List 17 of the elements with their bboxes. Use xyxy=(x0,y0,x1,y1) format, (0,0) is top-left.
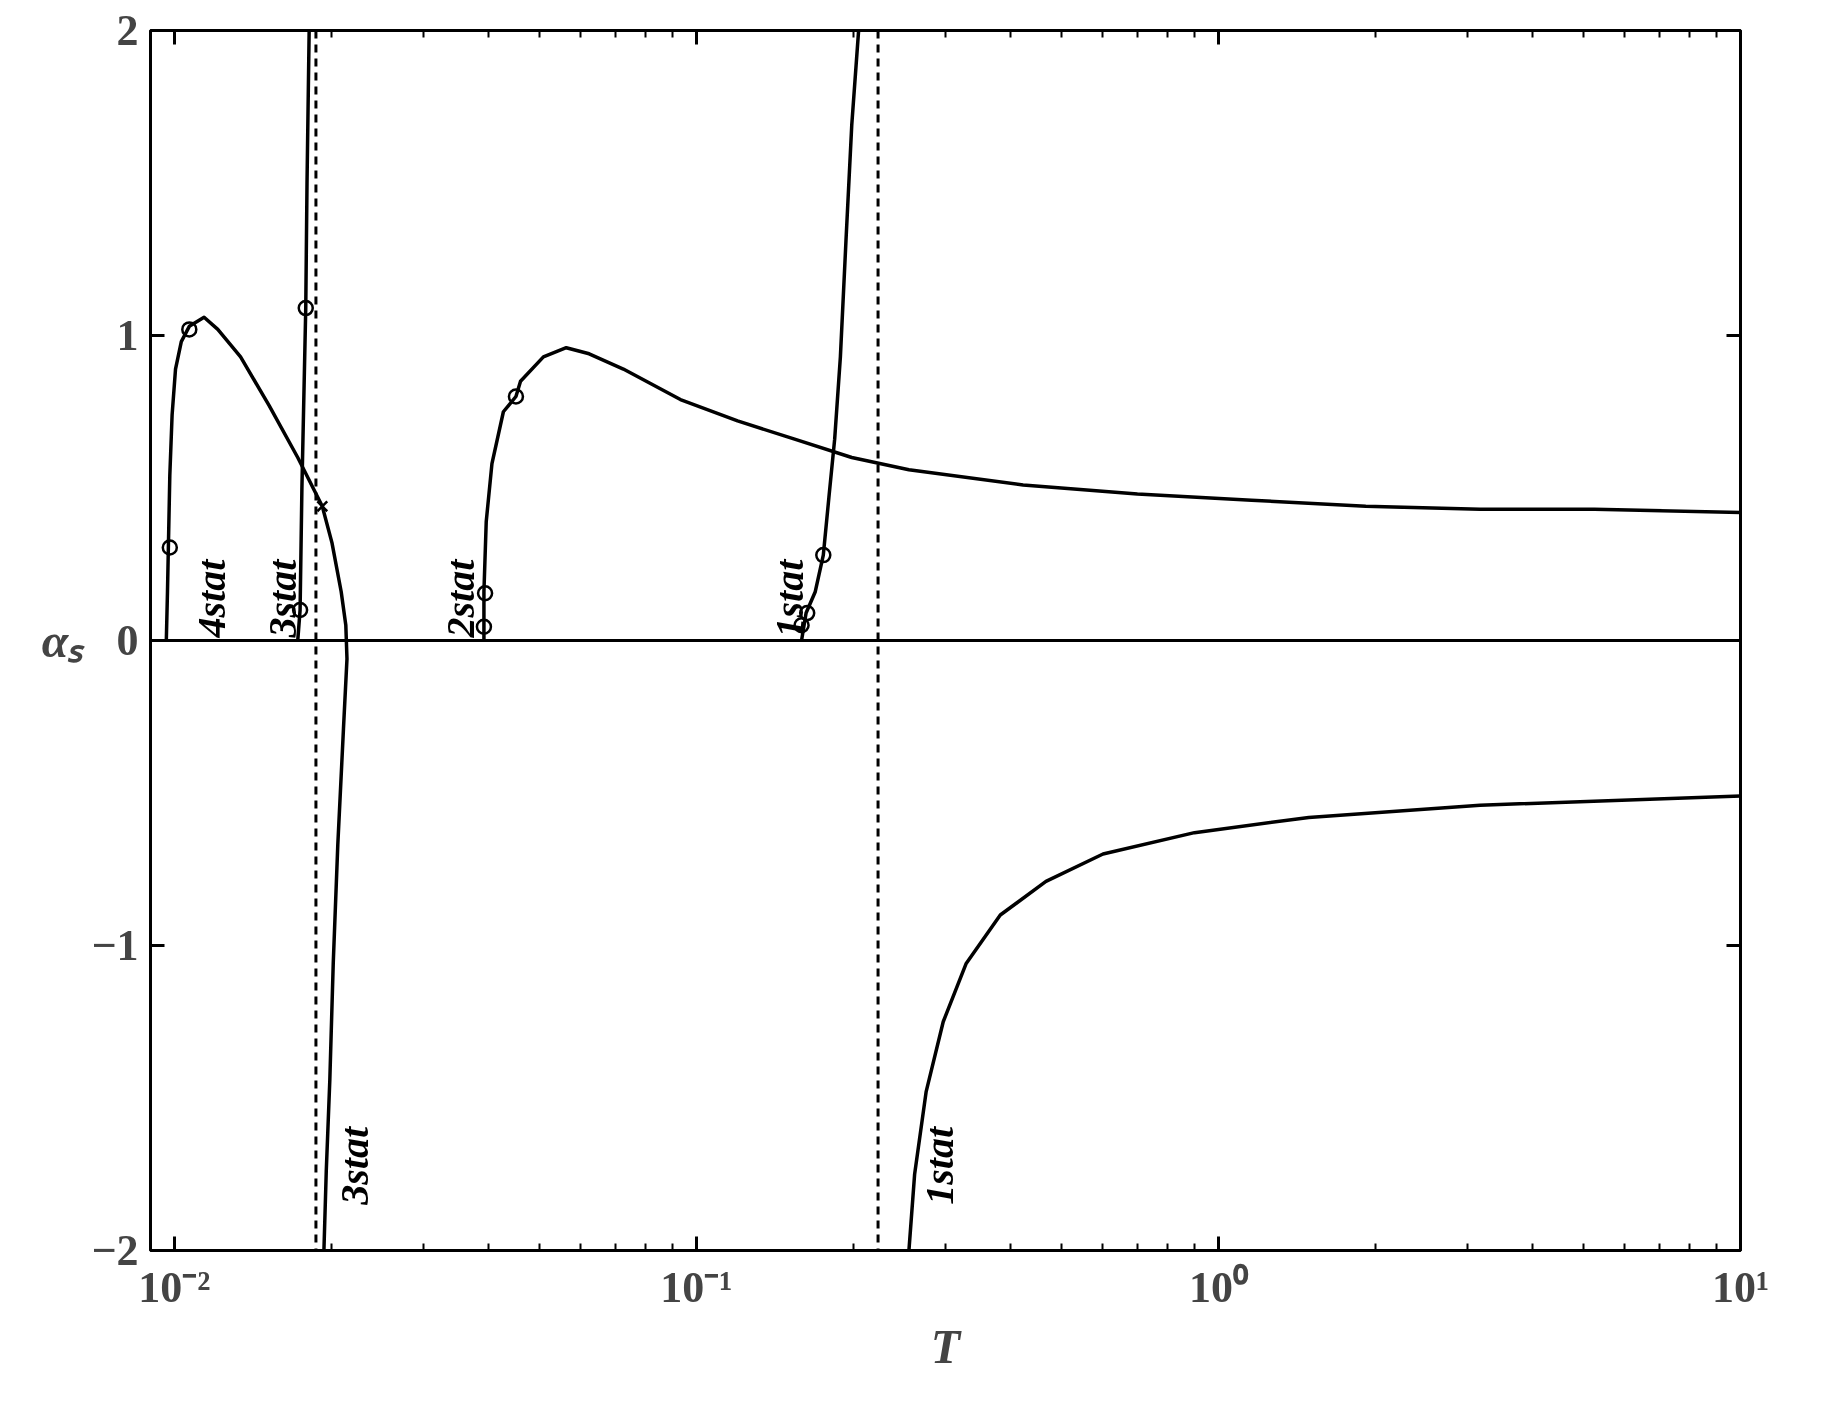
annotation: 1stat xyxy=(767,557,813,638)
x-tick-label: 10⁻² xyxy=(138,1262,211,1312)
annotation: 2stat xyxy=(438,557,484,639)
y-axis-title: αₛ xyxy=(41,614,86,667)
x-axis-title: T xyxy=(930,1319,962,1373)
x-tick-label: 10⁰ xyxy=(1188,1262,1249,1312)
y-tick-label: 0 xyxy=(116,616,139,665)
y-tick-label: 2 xyxy=(116,6,139,55)
y-tick-label: 1 xyxy=(116,311,139,360)
annotation: 4stat xyxy=(189,557,235,639)
x-tick-label: 10¹ xyxy=(1711,1262,1770,1312)
annotation: 3stat xyxy=(260,557,306,639)
x-tick-label: 10⁻¹ xyxy=(660,1262,733,1312)
y-tick-label: −1 xyxy=(91,921,139,970)
y-tick-label: −2 xyxy=(91,1226,139,1275)
annotation: 1stat xyxy=(917,1125,963,1205)
annotation: 3stat xyxy=(331,1125,377,1206)
